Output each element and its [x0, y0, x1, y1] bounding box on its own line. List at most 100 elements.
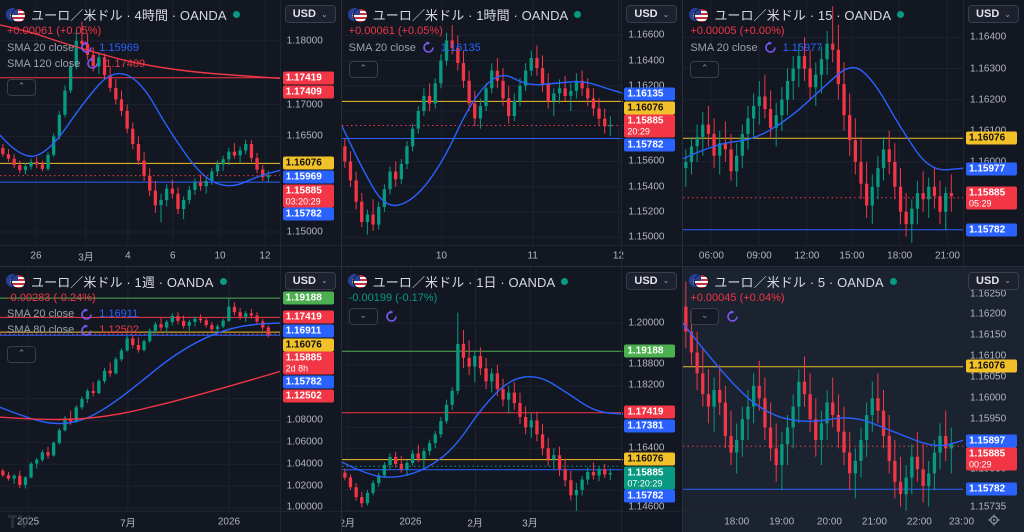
sma-line [341, 75, 623, 207]
change-text: +0.00045 (+0.04%) [690, 291, 785, 304]
change-text: -0.00199 (-0.17%) [348, 291, 438, 304]
legend-toggle-button[interactable]: ⌃ [7, 79, 36, 96]
time-scale[interactable]: 18:00 19:00 20:00 21:00 22:00 23:00 [683, 511, 974, 532]
sma-legend-row[interactable]: SMA 20 close 1.15969 [7, 41, 145, 54]
time-tick-label: 11 [527, 250, 538, 261]
legend-buttons: ⌄ [348, 307, 398, 325]
currency-dropdown[interactable]: USD ⌄ [626, 5, 678, 23]
price-tick-label: 1.16400 [628, 442, 665, 454]
chart-panel: 1.100001.080001.060001.040001.020001.000… [0, 266, 341, 532]
current-price-label: 1.15885 2d 8h [282, 351, 334, 375]
price-label-value: 1.17419 [285, 72, 322, 84]
price-scale[interactable]: 1.100001.080001.060001.040001.020001.000… [279, 266, 341, 512]
currency-label: USD [634, 274, 658, 287]
symbol-title[interactable]: ユーロ／米ドル · 1日 · OANDA [372, 274, 556, 290]
currency-dropdown[interactable]: USD ⌄ [968, 5, 1019, 23]
price-level-label: 1.17419 [282, 71, 334, 85]
legend-toggle-button[interactable]: ⌃ [7, 345, 36, 363]
price-tick-label: 1.18000 [286, 35, 323, 47]
price-scale[interactable]: 1.16400 1.16300 1.16200 1.16100 1.16000 1.160… [962, 0, 1024, 246]
price-level-label: 1.15897 [965, 434, 1017, 448]
time-tick-label: 21:00 [861, 516, 887, 528]
legend-toggle-button[interactable]: ⌃ [690, 61, 720, 78]
time-tick-label: 3月 [78, 252, 94, 263]
sma-legend-row[interactable]: SMA 80 close 1.12502 [7, 323, 139, 337]
price-tick-label: 1.06000 [286, 436, 323, 448]
symbol-title[interactable]: ユーロ／米ドル · 1時間 · OANDA [372, 8, 569, 23]
change-text: -0.00283 (-0.24%) [7, 291, 96, 304]
chart-plot-area[interactable] [0, 0, 281, 246]
time-scale[interactable]: 06:00 09:00 12:00 15:00 18:00 21:00 [683, 244, 964, 266]
price-tick-label: 1.04000 [286, 458, 323, 470]
price-label-value: 1.15782 [627, 139, 664, 151]
price-tick-label: 1.16300 [969, 63, 1007, 74]
symbol-title[interactable]: ユーロ／米ドル · 4時間 · OANDA [31, 8, 227, 23]
legend-toggle-button[interactable]: ⌄ [690, 307, 720, 325]
symbol-title[interactable]: ユーロ／米ドル · 1週 · OANDA [31, 274, 214, 290]
sma-label: SMA 80 close [7, 324, 75, 336]
legend-buttons: ⌃ [7, 345, 36, 363]
price-tick-label: 1.15000 [628, 231, 665, 243]
bar-countdown: 00:29 [968, 459, 992, 470]
currency-dropdown[interactable]: USD ⌄ [968, 271, 1019, 290]
price-scale[interactable]: 1.200001.188001.182001.170001.164001.152… [621, 266, 682, 512]
time-scale[interactable]: 2025 7月 2026 [0, 511, 281, 532]
bar-countdown: 07:20:29 [627, 478, 663, 489]
price-label-value: 1.15897 [968, 435, 1006, 447]
chart-plot-area[interactable] [341, 0, 623, 246]
sma-line [0, 321, 281, 424]
scale-settings-gear-icon[interactable] [988, 513, 1000, 531]
symbol-title[interactable]: ユーロ／米ドル · 5 · OANDA [714, 274, 884, 290]
sma-legend-row[interactable]: SMA 20 close 1.16911 [7, 307, 139, 321]
price-tick-label: 1.16400 [969, 31, 1007, 43]
time-tick-label: 18:00 [887, 250, 913, 261]
chart-plot-area[interactable] [683, 266, 965, 513]
price-label-value: 1.16076 [627, 453, 664, 465]
indicator-loading-spinner-icon [764, 41, 777, 54]
symbol-title[interactable]: ユーロ／米ドル · 15 · OANDA [714, 8, 892, 23]
price-tick-label: 1.16200 [969, 94, 1007, 106]
price-tick-label: 1.16000 [969, 392, 1007, 404]
sma-legend-row[interactable]: SMA 20 close 1.16135 [349, 41, 481, 54]
sma-line [0, 370, 281, 420]
chart-plot-area[interactable] [683, 0, 965, 246]
currency-dropdown[interactable]: USD ⌄ [626, 271, 678, 290]
price-label-value: 1.16076 [968, 360, 1006, 372]
scale-corner [621, 244, 683, 266]
eurusd-pair-icon [347, 7, 367, 22]
scale-corner[interactable] [962, 511, 1024, 532]
currency-dropdown[interactable]: USD ⌄ [284, 5, 336, 23]
time-scale[interactable]: 26 3月 4 6 10 12 [0, 244, 281, 266]
price-tick-label: 1.16100 [969, 350, 1007, 362]
price-tick-label: 1.16250 [969, 288, 1007, 300]
price-tick-label: 1.18200 [628, 379, 665, 391]
price-label-value: 1.15977 [968, 163, 1006, 175]
price-tick-label: 1.16200 [969, 308, 1007, 320]
sma-legend-row[interactable]: SMA 120 close 1.17409 [7, 57, 145, 70]
legend-toggle-button[interactable]: ⌃ [348, 61, 378, 78]
chart-plot-area[interactable] [0, 266, 281, 513]
price-tick-label: 1.20000 [628, 317, 665, 329]
time-tick-label: 2月 [467, 518, 483, 530]
sma-legend-row[interactable]: SMA 20 close 1.15977 [690, 41, 822, 54]
scale-corner [621, 511, 683, 532]
price-label-value: 1.15885 [627, 115, 664, 127]
price-tick-label: 1.02000 [286, 480, 323, 492]
time-scale[interactable]: 10 11 12 [341, 244, 624, 266]
price-scale[interactable]: 1.18000 1.17000 1.16500 1.15000 1.17419 1.174… [279, 0, 341, 246]
indicator-loading-spinner-icon [422, 41, 435, 54]
currency-dropdown[interactable]: USD ⌄ [284, 271, 336, 290]
legend-toggle-button[interactable]: ⌄ [348, 307, 378, 325]
price-scale[interactable]: 1.16250 1.16200 1.16150 1.16100 1.16050 1.160… [962, 266, 1024, 512]
change-text: +0.00061 (+0.05%) [348, 25, 443, 37]
chart-plot-area[interactable] [341, 266, 623, 513]
price-level-label: 1.15969 [282, 170, 334, 184]
time-scale[interactable]: 2月 2026 2月 3月 [341, 511, 623, 532]
time-tick-label: 15:00 [839, 250, 865, 261]
price-tick-label: 1.16200 [628, 80, 665, 92]
bar-countdown: 05:29 [968, 198, 992, 209]
price-level-label: 1.19188 [282, 291, 334, 305]
price-scale[interactable]: 1.166001.164001.162001.160001.156001.154… [621, 0, 682, 246]
price-label-value: 1.16911 [285, 325, 322, 337]
time-tick-label: 06:00 [698, 250, 724, 261]
